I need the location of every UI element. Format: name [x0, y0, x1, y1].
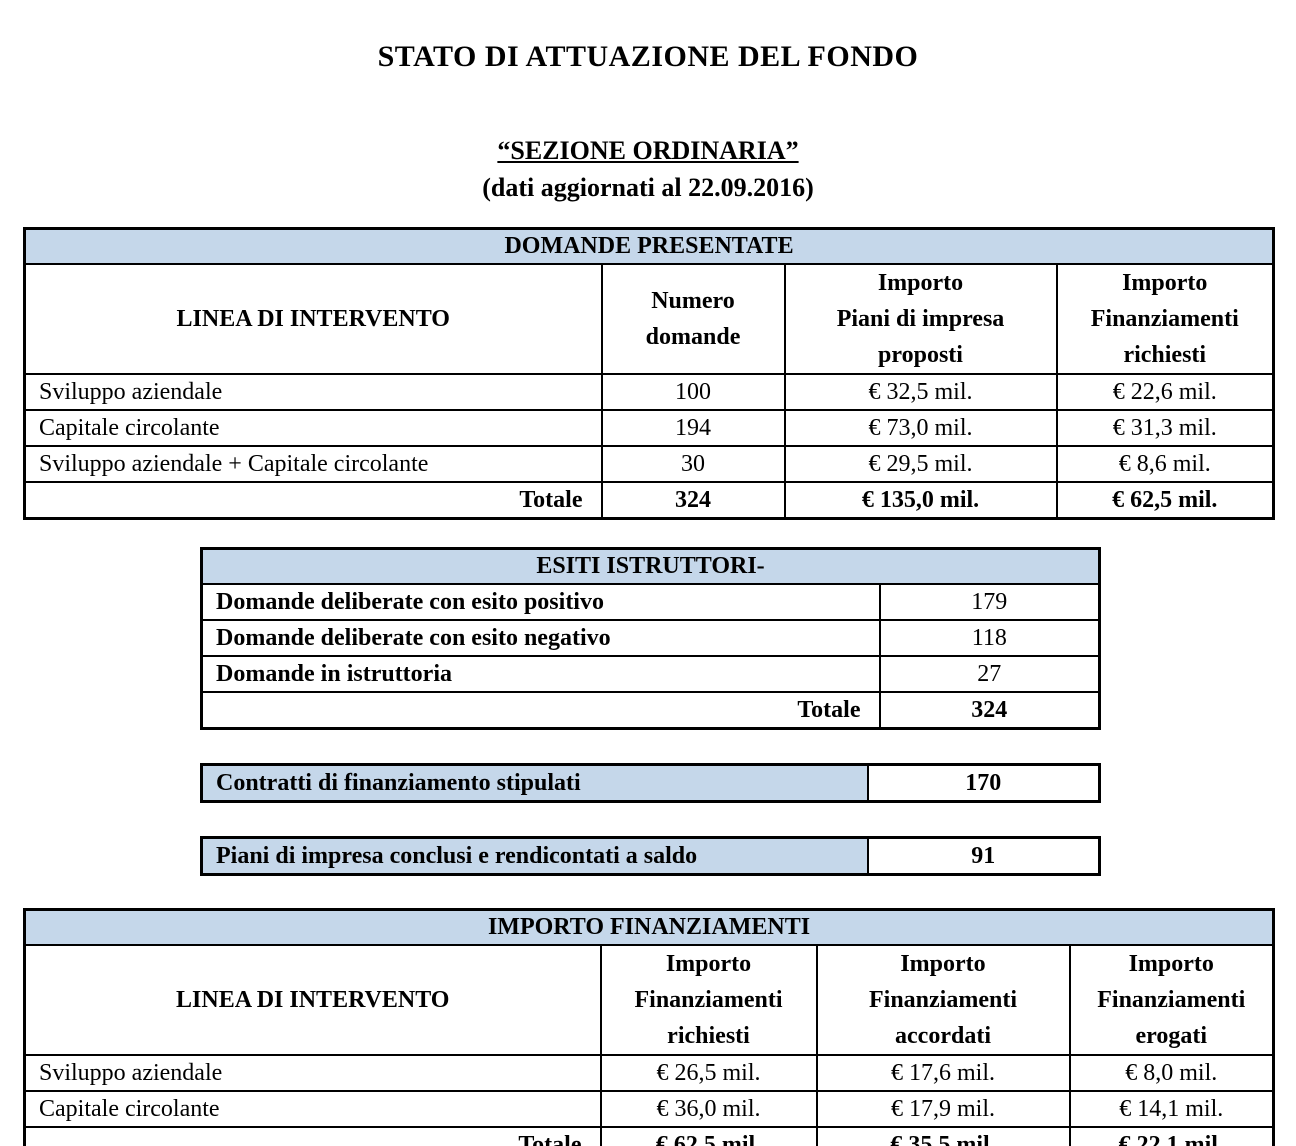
- table-row: Sviluppo aziendale 100 € 32,5 mil. € 22,…: [23, 373, 1275, 411]
- cell-linea: Capitale circolante: [23, 409, 603, 447]
- cell-numero: 100: [600, 373, 786, 411]
- cell-totale-value: 324: [878, 691, 1101, 730]
- cell-richiesti: € 31,3 mil.: [1055, 409, 1275, 447]
- contratti-stipulati-label: Contratti di finanziamento stipulati: [200, 763, 869, 803]
- table-row: Domande deliberate con esito positivo 17…: [200, 583, 1101, 621]
- cell-richiesti: € 8,6 mil.: [1055, 445, 1275, 483]
- esiti-istruttori-table: ESITI ISTRUTTORI- Domande deliberate con…: [200, 547, 1102, 730]
- importo-finanziamenti-band-title: IMPORTO FINANZIAMENTI: [23, 908, 1275, 946]
- cell-totale-richiesti: € 62,5 mil.: [1055, 481, 1275, 520]
- col-header-importo-finanziamenti-erogati: Importo Finanziamenti erogati: [1068, 944, 1275, 1056]
- cell-esito-value: 118: [878, 619, 1101, 657]
- table-row: Domande deliberate con esito negativo 11…: [200, 619, 1101, 657]
- cell-linea: Sviluppo aziendale: [23, 1054, 602, 1092]
- cell-piani: € 29,5 mil.: [783, 445, 1058, 483]
- contratti-stipulati-table: Contratti di finanziamento stipulati 170: [200, 763, 1101, 803]
- piani-conclusi-value: 91: [866, 836, 1101, 876]
- cell-piani: € 73,0 mil.: [783, 409, 1058, 447]
- col-header-importo-finanziamenti-accordati: Importo Finanziamenti accordati: [815, 944, 1071, 1056]
- cell-accordati: € 17,6 mil.: [815, 1054, 1071, 1092]
- table-row: Sviluppo aziendale + Capitale circolante…: [23, 445, 1275, 483]
- table-row: Piani di impresa conclusi e rendicontati…: [200, 836, 1101, 876]
- cell-linea: Capitale circolante: [23, 1090, 602, 1128]
- cell-esito-value: 27: [878, 655, 1101, 693]
- col-header-linea-di-intervento: LINEA DI INTERVENTO: [23, 263, 603, 375]
- cell-richiesti: € 22,6 mil.: [1055, 373, 1275, 411]
- col-header-linea-di-intervento: LINEA DI INTERVENTO: [23, 944, 602, 1056]
- cell-esito-label: Domande in istruttoria: [200, 655, 881, 693]
- cell-totale-accordati: € 35,5 mil.: [815, 1126, 1071, 1146]
- table-row: Domande in istruttoria 27: [200, 655, 1101, 693]
- cell-richiesti: € 36,0 mil.: [599, 1090, 818, 1128]
- cell-esito-value: 179: [878, 583, 1101, 621]
- cell-accordati: € 17,9 mil.: [815, 1090, 1071, 1128]
- cell-numero: 194: [600, 409, 786, 447]
- cell-richiesti: € 26,5 mil.: [599, 1054, 818, 1092]
- domande-presentate-band-title: DOMANDE PRESENTATE: [23, 227, 1275, 265]
- cell-numero: 30: [600, 445, 786, 483]
- piani-conclusi-table: Piani di impresa conclusi e rendicontati…: [200, 836, 1101, 876]
- domande-presentate-table: DOMANDE PRESENTATE LINEA DI INTERVENTO N…: [23, 227, 1276, 520]
- cell-totale-richiesti: € 62,5 mil.: [599, 1126, 818, 1146]
- contratti-stipulati-value: 170: [866, 763, 1101, 803]
- table-total-row: Totale 324 € 135,0 mil. € 62,5 mil.: [23, 481, 1275, 520]
- cell-totale-label: Totale: [23, 481, 603, 520]
- cell-erogati: € 8,0 mil.: [1068, 1054, 1275, 1092]
- page-title: STATO DI ATTUAZIONE DEL FONDO: [377, 40, 919, 73]
- cell-totale-label: Totale: [200, 691, 881, 730]
- table-row: Capitale circolante 194 € 73,0 mil. € 31…: [23, 409, 1275, 447]
- table-total-row: Totale € 62,5 mil. € 35,5 mil. € 22,1 mi…: [23, 1126, 1275, 1146]
- cell-erogati: € 14,1 mil.: [1068, 1090, 1275, 1128]
- col-header-importo-finanziamenti-richiesti: Importo Finanziamenti richiesti: [1055, 263, 1275, 375]
- table-row: Sviluppo aziendale € 26,5 mil. € 17,6 mi…: [23, 1054, 1275, 1092]
- table-row: Capitale circolante € 36,0 mil. € 17,9 m…: [23, 1090, 1275, 1128]
- importo-finanziamenti-table: IMPORTO FINANZIAMENTI LINEA DI INTERVENT…: [23, 908, 1276, 1146]
- col-header-numero-domande: Numero domande: [600, 263, 786, 375]
- cell-piani: € 32,5 mil.: [783, 373, 1058, 411]
- cell-totale-numero: 324: [600, 481, 786, 520]
- cell-totale-label: Totale: [23, 1126, 602, 1146]
- cell-totale-piani: € 135,0 mil.: [783, 481, 1058, 520]
- date-note: (dati aggiornati al 22.09.2016): [482, 173, 814, 202]
- table-total-row: Totale 324: [200, 691, 1101, 730]
- table-row: Contratti di finanziamento stipulati 170: [200, 763, 1101, 803]
- piani-conclusi-label: Piani di impresa conclusi e rendicontati…: [200, 836, 869, 876]
- col-header-importo-piani-proposti: Importo Piani di impresa proposti: [783, 263, 1058, 375]
- cell-linea: Sviluppo aziendale: [23, 373, 603, 411]
- cell-esito-label: Domande deliberate con esito negativo: [200, 619, 881, 657]
- section-subtitle: “SEZIONE ORDINARIA”: [497, 136, 799, 165]
- esiti-istruttori-band-title: ESITI ISTRUTTORI-: [200, 547, 1101, 585]
- cell-totale-erogati: € 22,1 mil.: [1068, 1126, 1275, 1146]
- cell-esito-label: Domande deliberate con esito positivo: [200, 583, 881, 621]
- cell-linea: Sviluppo aziendale + Capitale circolante: [23, 445, 603, 483]
- col-header-importo-finanziamenti-richiesti: Importo Finanziamenti richiesti: [599, 944, 818, 1056]
